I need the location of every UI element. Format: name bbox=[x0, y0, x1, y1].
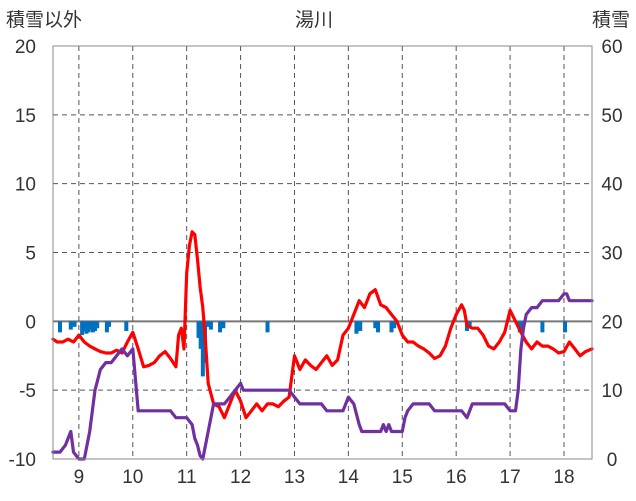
y-tick-label-left: 20 bbox=[15, 37, 36, 58]
precipitation-bar bbox=[90, 321, 95, 333]
y-tick-label-left: 5 bbox=[25, 244, 36, 265]
plot-area-frame bbox=[52, 45, 593, 460]
precipitation-bar bbox=[80, 321, 85, 336]
series-lines bbox=[51, 230, 594, 461]
precipitation-bar bbox=[265, 321, 270, 333]
y-tick-label-right: 40 bbox=[601, 175, 622, 196]
precipitation-bar bbox=[72, 321, 77, 327]
y-tick-label-left: -10 bbox=[9, 450, 36, 471]
y-tick-label-left: 15 bbox=[15, 106, 36, 127]
x-tick-label: 17 bbox=[500, 467, 521, 488]
precipitation-bar bbox=[208, 321, 213, 330]
chart-title: 湯川 bbox=[295, 9, 333, 31]
temperature-line bbox=[51, 230, 594, 420]
precipitation-bar bbox=[221, 321, 226, 329]
precipitation-bar bbox=[82, 321, 87, 331]
precipitation-bar bbox=[95, 321, 100, 329]
x-tick-label: 14 bbox=[338, 467, 360, 488]
precipitation-bar bbox=[373, 321, 378, 329]
precipitation-bar bbox=[519, 321, 524, 330]
precipitation-bar bbox=[104, 321, 109, 333]
precipitation-bar bbox=[200, 321, 205, 377]
y-tick-label-right: 0 bbox=[607, 450, 618, 471]
left-axis-label: 積雪以外 bbox=[6, 9, 82, 31]
y-tick-label-left: 0 bbox=[25, 312, 36, 333]
x-tick-label: 15 bbox=[392, 467, 413, 488]
grid bbox=[53, 46, 592, 459]
precipitation-bar bbox=[86, 321, 91, 333]
x-tick-label: 10 bbox=[122, 467, 143, 488]
precipitation-bar bbox=[467, 321, 472, 329]
x-tick-label: 11 bbox=[177, 467, 197, 488]
x-tick-label: 18 bbox=[553, 467, 574, 488]
y-tick-label-right: 60 bbox=[601, 37, 622, 58]
y-tick-label-right: 10 bbox=[601, 381, 622, 402]
precipitation-bar bbox=[68, 321, 73, 330]
precipitation-bar bbox=[392, 321, 397, 329]
precipitation-bar bbox=[58, 321, 63, 333]
precipitation-bar bbox=[376, 321, 381, 333]
precipitation-bar bbox=[93, 321, 98, 331]
precipitation-bar bbox=[358, 321, 363, 331]
y-tick-label-right: 30 bbox=[601, 244, 622, 265]
precipitation-bar bbox=[205, 321, 210, 327]
precipitation-bar bbox=[389, 321, 394, 333]
y-tick-label-right: 50 bbox=[601, 106, 622, 127]
precipitation-bar bbox=[218, 321, 223, 333]
precipitation-bar bbox=[124, 321, 129, 331]
y-tick-label-left: 10 bbox=[15, 175, 36, 196]
x-tick-label: 12 bbox=[230, 467, 251, 488]
x-tick-label: 13 bbox=[284, 467, 305, 488]
snow-depth-line bbox=[51, 292, 594, 461]
y-tick-label-left: -5 bbox=[19, 381, 36, 402]
precipitation-bar bbox=[563, 321, 568, 333]
precipitation-bar bbox=[84, 321, 89, 334]
precipitation-bar bbox=[354, 321, 359, 334]
y-tick-label-right: 20 bbox=[601, 312, 622, 333]
precipitation-bar bbox=[540, 321, 545, 333]
precipitation-bar bbox=[107, 321, 112, 327]
right-axis-label: 積雪 bbox=[592, 9, 630, 31]
x-tick-label: 9 bbox=[74, 467, 85, 488]
precipitation-bar bbox=[196, 321, 201, 338]
precipitation-bar bbox=[88, 321, 93, 330]
x-tick-label: 16 bbox=[446, 467, 467, 488]
precipitation-bar bbox=[198, 321, 203, 349]
